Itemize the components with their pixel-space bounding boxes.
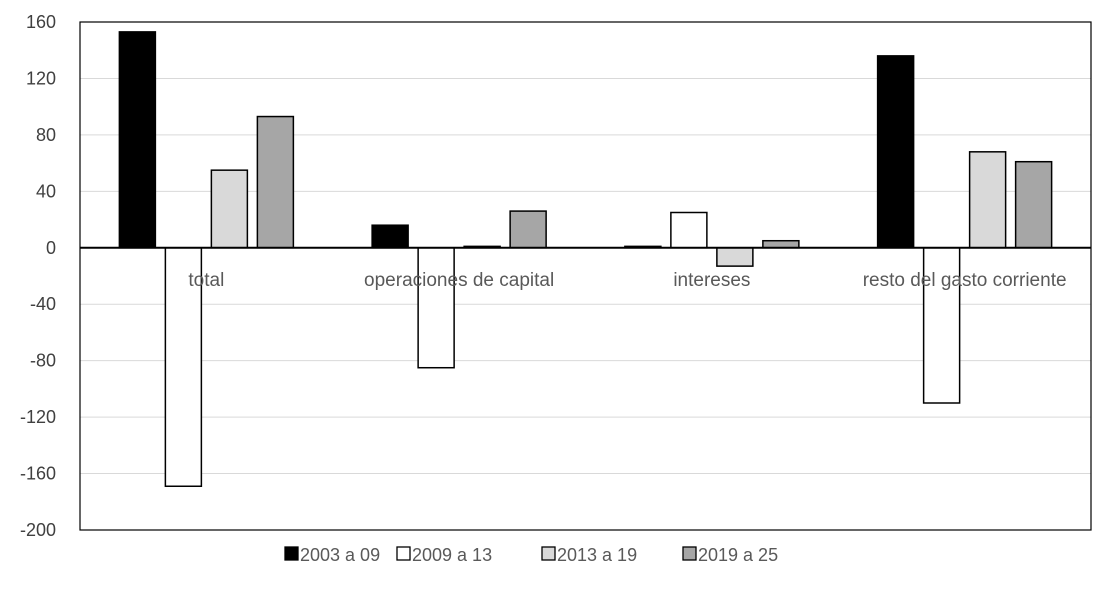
y-tick-label: -40 [30, 294, 56, 314]
bar-2003-a-09-resto-del-gasto-corriente [876, 55, 915, 249]
bar-2019-a-25-resto-del-gasto-corriente [1014, 160, 1053, 249]
y-tick-label: -80 [30, 351, 56, 371]
legend-label: 2019 a 25 [698, 545, 778, 565]
bar-2019-a-25-operaciones-de-capital [509, 210, 547, 249]
bar-2009-a-13-operaciones-de-capital [417, 247, 455, 369]
legend-swatch [541, 546, 556, 561]
category-label: operaciones de capital [364, 270, 554, 291]
legend-label: 2003 a 09 [300, 545, 380, 565]
legend-swatch [284, 546, 299, 561]
category-label: resto del gasto corriente [863, 270, 1067, 291]
bar-2003-a-09-operaciones-de-capital [371, 224, 409, 249]
y-tick-label: -120 [20, 407, 56, 427]
plot-area-border [79, 21, 1092, 531]
category-labels: total operaciones de capital intereses rest… [188, 270, 1066, 291]
category-label: intereses [673, 270, 750, 291]
bar-2019-a-25-total [256, 115, 295, 249]
y-tick-label: -200 [20, 520, 56, 540]
category-label: total [188, 270, 224, 291]
y-tick-label: 80 [36, 125, 56, 145]
y-tick-label: 120 [26, 68, 56, 88]
bar-2013-a-19-total [210, 169, 249, 249]
bar-2013-a-19-resto-del-gasto-corriente [968, 151, 1007, 249]
y-tick-label: 40 [36, 181, 56, 201]
gridlines [80, 77, 1091, 475]
bar-2013-a-19-intereses [716, 247, 754, 267]
legend: 2003 a 09 2009 a 13 2013 a 19 2019 a 25 [284, 545, 778, 565]
y-axis-tick-labels: 160 120 80 40 0 -40 -80 -120 -160 -200 [20, 12, 56, 540]
bar-2003-a-09-total [118, 31, 157, 249]
legend-swatch [396, 546, 411, 561]
y-tick-label: 0 [46, 238, 56, 258]
y-tick-label: 160 [26, 12, 56, 32]
legend-label: 2009 a 13 [412, 545, 492, 565]
legend-swatch [682, 546, 697, 561]
bars [118, 31, 1053, 488]
legend-label: 2013 a 19 [557, 545, 637, 565]
y-tick-label: -160 [20, 464, 56, 484]
bar-2019-a-25-intereses [762, 239, 800, 249]
bar-2009-a-13-intereses [670, 211, 708, 249]
